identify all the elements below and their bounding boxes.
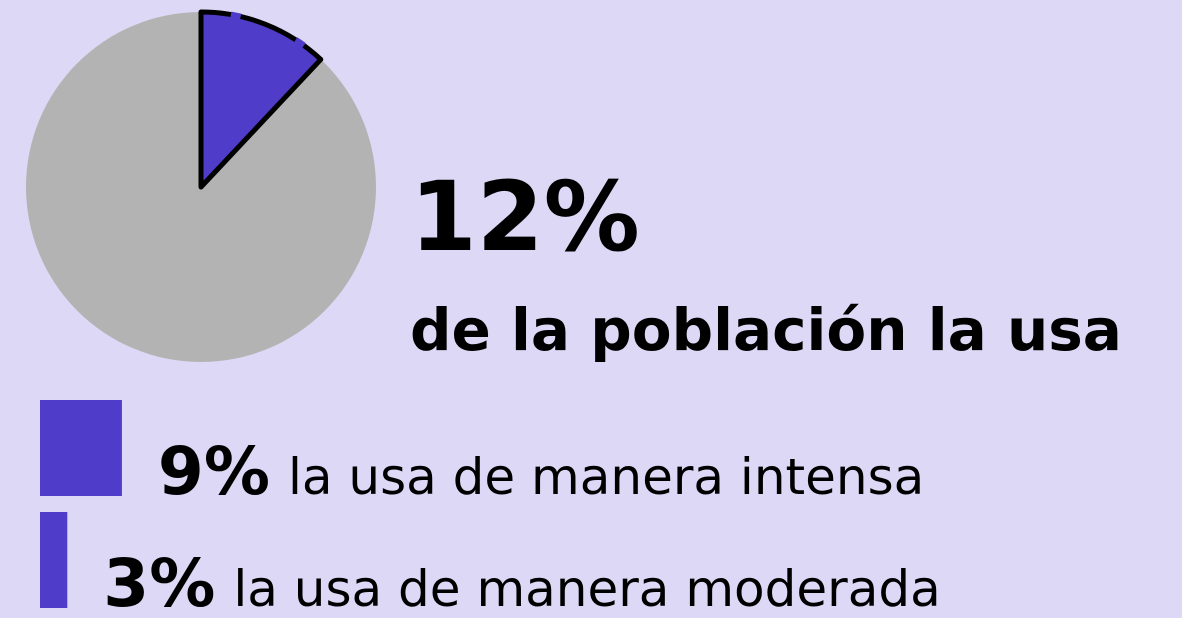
bar-label: 3% la usa de manera moderada [103,545,940,618]
value-label: 3% [103,545,215,618]
category-label: la usa de manera moderada [233,560,940,618]
bar-label: 9% la usa de manera intensa [158,433,924,510]
bar [40,512,68,608]
value-label: 9% [158,433,270,510]
headline-text: de la población la usa [410,296,1122,364]
bar [40,400,122,496]
category-label: la usa de manera intensa [288,448,924,506]
headline-value: 12% [410,161,640,273]
pie-slice [198,9,324,190]
